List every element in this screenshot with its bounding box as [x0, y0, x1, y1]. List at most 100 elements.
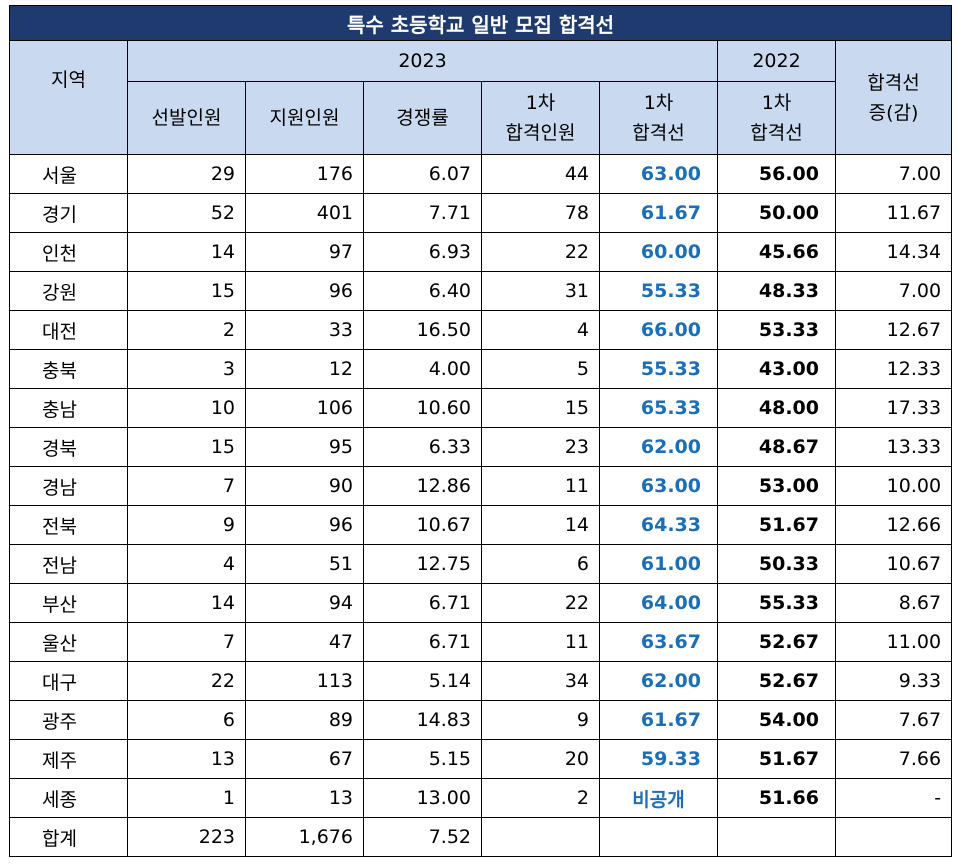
- cell-ratio: 16.50: [363, 310, 482, 350]
- table-header: 지역 2023 2022 합격선 증(감) 선발인원 지원인원 경쟁률 1차 합…: [9, 40, 953, 155]
- cell-passers: 31: [481, 271, 600, 311]
- cell-change: 17.33: [834, 388, 953, 428]
- cell-ratio: 14.83: [363, 700, 482, 740]
- cell-cut2022: 50.33: [717, 544, 836, 584]
- cell-selected: 15: [127, 427, 246, 467]
- cell-change: 9.33: [834, 661, 953, 701]
- cell-ratio: 6.07: [363, 154, 482, 194]
- cell-region: 인천: [9, 232, 128, 272]
- cell-applicants: 96: [245, 505, 364, 545]
- cell-passers: 5: [481, 349, 600, 389]
- cell-selected: 7: [127, 622, 246, 662]
- cell-ratio: 6.71: [363, 583, 482, 623]
- cell-region: 충남: [9, 388, 128, 428]
- header-ratio: 경쟁률: [363, 81, 482, 155]
- table-row: 경기 52 401 7.71 78 61.67 50.00 11.67: [9, 193, 953, 233]
- cell-cut2022: 45.66: [717, 232, 836, 272]
- cell-selected: 14: [127, 583, 246, 623]
- cell-applicants: 96: [245, 271, 364, 311]
- cell-applicants: 89: [245, 700, 364, 740]
- table-row: 충남 10 106 10.60 15 65.33 48.00 17.33: [9, 388, 953, 428]
- cell-selected: 3: [127, 349, 246, 389]
- cell-cut2023: 59.33: [599, 739, 718, 779]
- table-row: 부산 14 94 6.71 22 64.00 55.33 8.67: [9, 583, 953, 623]
- table-row: 전남 4 51 12.75 6 61.00 50.33 10.67: [9, 544, 953, 584]
- cell-applicants: 51: [245, 544, 364, 584]
- cell-selected: 10: [127, 388, 246, 428]
- cell-cut2022: 53.00: [717, 466, 836, 506]
- cell-passers: 15: [481, 388, 600, 428]
- cell-change: 13.33: [834, 427, 953, 467]
- cell-cut2022: 54.00: [717, 700, 836, 740]
- table-row: 대구 22 113 5.14 34 62.00 52.67 9.33: [9, 661, 953, 701]
- header-year-2023: 2023: [127, 40, 718, 82]
- cell-passers: 4: [481, 310, 600, 350]
- cell-selected: 1: [127, 778, 246, 818]
- cell-region: 경남: [9, 466, 128, 506]
- table-row: 충북 3 12 4.00 5 55.33 43.00 12.33: [9, 349, 953, 389]
- cell-passers: 2: [481, 778, 600, 818]
- cell-cut2022: 48.00: [717, 388, 836, 428]
- cell-selected: 13: [127, 739, 246, 779]
- cell-ratio: 6.93: [363, 232, 482, 272]
- cell-cut2022: 53.33: [717, 310, 836, 350]
- cell-cut2022: 55.33: [717, 583, 836, 623]
- cell-passers: 11: [481, 622, 600, 662]
- cell-ratio: 12.86: [363, 466, 482, 506]
- header-cut2023-line2: 합격선: [632, 122, 685, 144]
- cell-region: 강원: [9, 271, 128, 311]
- cell-cut2023: 61.67: [599, 193, 718, 233]
- header-cut2023: 1차 합격선: [599, 81, 718, 155]
- cutoff-table-container: 특수 초등학교 일반 모집 합격선 지역 2023 2022 합격선 증(감) …: [8, 5, 953, 857]
- header-year-2022: 2022: [717, 40, 836, 82]
- cell-change: 12.33: [834, 349, 953, 389]
- cell-ratio: 12.75: [363, 544, 482, 584]
- cell-cut2023: 비공개: [599, 778, 718, 818]
- cell-change: 7.00: [834, 154, 953, 194]
- table-row: 강원 15 96 6.40 31 55.33 48.33 7.00: [9, 271, 953, 311]
- table-row: 경남 7 90 12.86 11 63.00 53.00 10.00: [9, 466, 953, 506]
- header-change-line1: 합격선: [867, 71, 920, 94]
- header-cut2022-line1: 1차: [761, 92, 792, 114]
- cell-applicants: 67: [245, 739, 364, 779]
- cell-applicants: 176: [245, 154, 364, 194]
- cell-passers: 22: [481, 583, 600, 623]
- cell-region: 전남: [9, 544, 128, 584]
- cell-passers: 6: [481, 544, 600, 584]
- cell-change: [834, 817, 953, 857]
- cell-cut2023: 64.00: [599, 583, 718, 623]
- cell-cut2023: 62.00: [599, 661, 718, 701]
- cell-region: 경북: [9, 427, 128, 467]
- cell-cut2022: 51.67: [717, 739, 836, 779]
- cell-change: 8.67: [834, 583, 953, 623]
- cell-cut2023: 55.33: [599, 349, 718, 389]
- cell-change: 12.66: [834, 505, 953, 545]
- cell-change: 7.00: [834, 271, 953, 311]
- cell-applicants: 106: [245, 388, 364, 428]
- cell-region: 제주: [9, 739, 128, 779]
- cell-selected: 4: [127, 544, 246, 584]
- header-selected: 선발인원: [127, 81, 246, 155]
- cell-applicants: 12: [245, 349, 364, 389]
- cell-change: 12.67: [834, 310, 953, 350]
- cell-passers: 22: [481, 232, 600, 272]
- cell-ratio: 10.67: [363, 505, 482, 545]
- cell-cut2023: 61.67: [599, 700, 718, 740]
- cell-cut2023: [599, 817, 718, 857]
- cell-region: 울산: [9, 622, 128, 662]
- cell-cut2023: 61.00: [599, 544, 718, 584]
- cell-passers: 44: [481, 154, 600, 194]
- cell-ratio: 7.71: [363, 193, 482, 233]
- cell-selected: 52: [127, 193, 246, 233]
- cell-region: 합계: [9, 817, 128, 857]
- cell-cut2023: 65.33: [599, 388, 718, 428]
- header-region: 지역: [9, 40, 128, 155]
- cell-ratio: 10.60: [363, 388, 482, 428]
- header-change-line2: 증(감): [868, 101, 919, 124]
- table-row: 대전 2 33 16.50 4 66.00 53.33 12.67: [9, 310, 953, 350]
- cell-region: 부산: [9, 583, 128, 623]
- header-cut2023-line1: 1차: [643, 92, 674, 114]
- cell-cut2022: 50.00: [717, 193, 836, 233]
- cell-selected: 14: [127, 232, 246, 272]
- cell-region: 충북: [9, 349, 128, 389]
